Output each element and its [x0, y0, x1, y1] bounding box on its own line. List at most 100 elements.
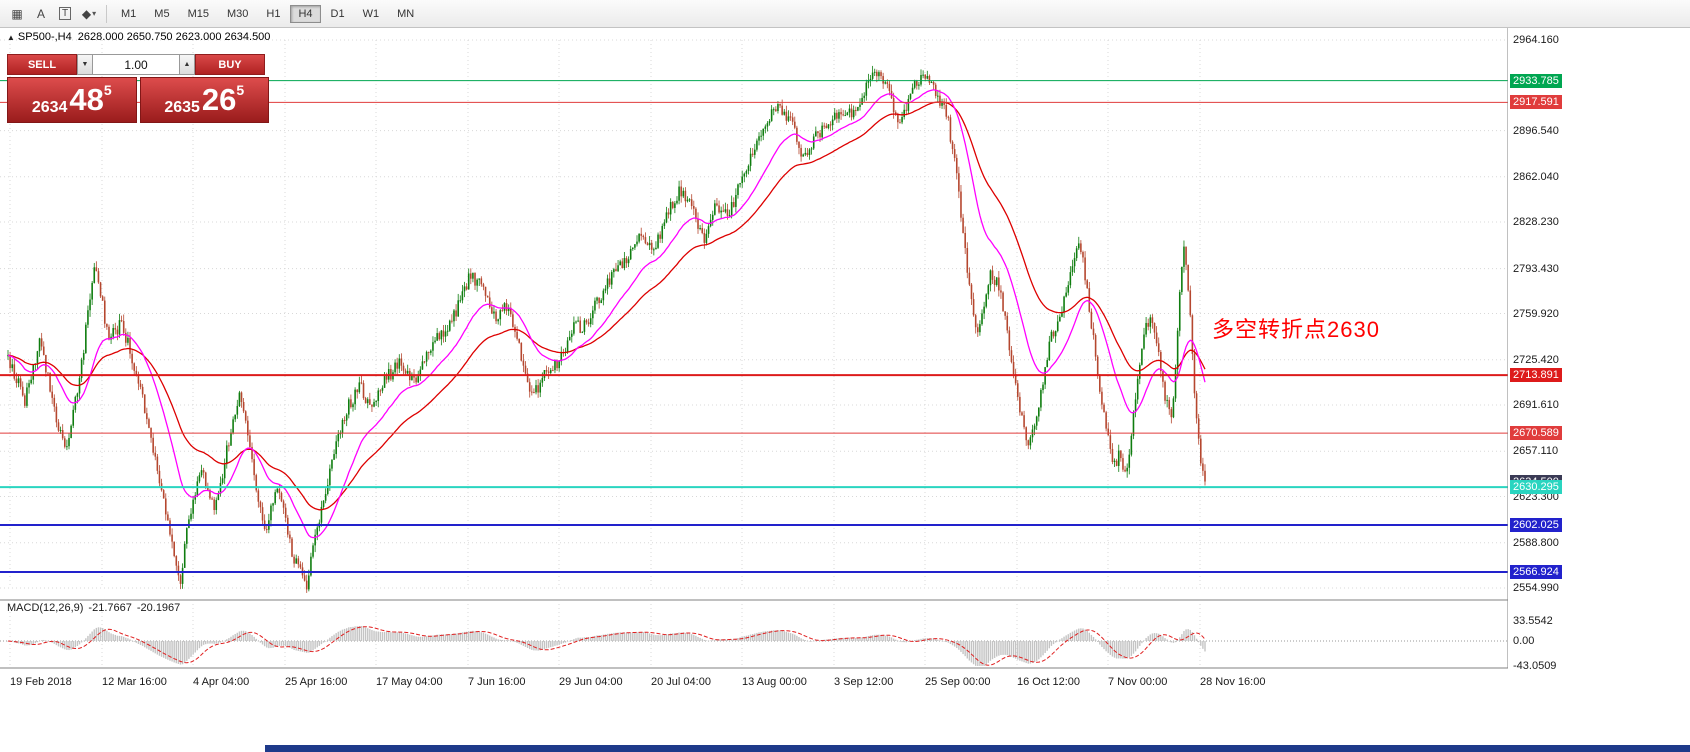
macd-signal-line [7, 626, 1206, 666]
candle-body [829, 124, 832, 126]
candle-body [240, 392, 243, 402]
macd-histogram-bar [55, 641, 58, 646]
candle-body [939, 95, 941, 106]
candle-body [417, 376, 420, 383]
candle-body [1111, 448, 1114, 462]
macd-histogram-bar [768, 630, 771, 641]
timeframe-button-m1[interactable]: M1 [113, 5, 144, 23]
candle-body [732, 202, 735, 207]
candle-body [1067, 285, 1070, 293]
buy-button[interactable]: BUY [195, 54, 265, 75]
macd-histogram-bar [38, 640, 41, 642]
candle-body [200, 470, 203, 476]
candle-body [779, 104, 781, 106]
candle-body [1170, 409, 1173, 418]
macd-histogram-bar [476, 631, 478, 641]
chart-grip-icon[interactable]: ▦ [5, 3, 29, 24]
text-tool-icon[interactable]: T [53, 3, 77, 24]
candle-body [741, 176, 743, 184]
ma-fast-line [7, 89, 1206, 539]
chart-annotation-text[interactable]: 多空转折点2630 [1212, 317, 1380, 342]
candle-body [701, 227, 704, 233]
timeframe-button-d1[interactable]: D1 [323, 5, 353, 23]
macd-histogram-bar [419, 636, 422, 641]
collapse-icon[interactable]: ▲ [7, 33, 15, 42]
timeframe-button-m15[interactable]: M15 [180, 5, 217, 23]
candle-body [470, 273, 472, 279]
price-axis[interactable]: 2964.160 2896.540 2862.040 2828.230 2793.430… [1508, 28, 1690, 692]
candle-body [9, 355, 11, 369]
macd-histogram-bar [1191, 632, 1194, 641]
timeframe-button-m30[interactable]: M30 [219, 5, 256, 23]
candle-body [173, 541, 175, 557]
candle-body [560, 352, 563, 362]
candle-body [242, 401, 245, 412]
macd-histogram-bar [207, 641, 209, 644]
macd-histogram-bar [489, 635, 491, 641]
macd-histogram-bar [733, 639, 735, 641]
macd-histogram-bar [611, 633, 613, 641]
candle-body [758, 136, 760, 141]
candle-body [512, 314, 514, 327]
candle-body [1109, 435, 1112, 449]
candle-body [129, 337, 131, 354]
chart-canvas[interactable] [0, 28, 1690, 752]
macd-histogram-bar [324, 641, 327, 642]
sell-button[interactable]: SELL [7, 54, 77, 75]
volume-increase-button[interactable]: ▲ [179, 54, 195, 75]
volume-input[interactable] [93, 54, 179, 75]
buy-price-button[interactable]: 2635 26 5 [139, 77, 269, 123]
candle-body [964, 232, 966, 249]
toolbar-icons: ▦ A T ◆ ▾ [5, 3, 101, 24]
macd-histogram-bar [596, 635, 598, 641]
timeframe-button-w1[interactable]: W1 [355, 5, 388, 23]
volume-decrease-button[interactable]: ▼ [77, 54, 93, 75]
macd-histogram-bar [1155, 633, 1158, 641]
candle-body [800, 147, 802, 157]
macd-histogram-bar [284, 641, 287, 647]
macd-histogram-bar [1183, 631, 1185, 641]
macd-histogram-bar [367, 628, 369, 641]
timeframe-button-m5[interactable]: M5 [146, 5, 177, 23]
macd-histogram-bar [1103, 641, 1105, 650]
cursor-tool-icon[interactable]: A [29, 3, 53, 24]
macd-histogram-bar [444, 634, 447, 641]
candle-body [676, 200, 678, 204]
macd-histogram-bar [657, 635, 659, 641]
macd-histogram-bar [510, 640, 512, 642]
sell-price-button[interactable]: 2634 48 5 [7, 77, 137, 123]
macd-histogram-bar [1073, 630, 1076, 641]
candle-body [1019, 396, 1021, 413]
macd-histogram-bar [232, 635, 234, 641]
candle-body [640, 233, 643, 236]
candle-body [259, 501, 262, 508]
candle-body [863, 95, 866, 98]
macd-histogram-bar [608, 633, 611, 641]
macd-histogram-bar [701, 638, 703, 641]
candle-body [1012, 361, 1015, 374]
macd-histogram-bar [436, 634, 438, 641]
timeframe-button-h1[interactable]: H1 [258, 5, 288, 23]
candle-body [379, 390, 382, 392]
macd-histogram-bar [1162, 636, 1164, 641]
candle-body [621, 261, 624, 269]
macd-histogram-bar [480, 632, 483, 641]
time-axis[interactable]: 19 Feb 2018 12 Mar 16:00 4 Apr 04:00 25 Apr… [0, 670, 1508, 692]
macd-histogram-bar [1025, 641, 1027, 664]
candle-body [251, 446, 253, 460]
draw-tools-icon[interactable]: ◆ ▾ [77, 3, 101, 24]
candle-body [1088, 288, 1091, 312]
macd-histogram-bar [1031, 641, 1034, 663]
macd-histogram-bar [880, 634, 882, 641]
macd-histogram-bar [762, 631, 764, 641]
candle-body [901, 117, 903, 123]
timeframe-button-h4[interactable]: H4 [290, 4, 321, 23]
timeframe-button-mn[interactable]: MN [389, 5, 422, 23]
macd-histogram-bar [484, 633, 487, 641]
macd-histogram-bar [770, 630, 773, 641]
macd-histogram-bar [1204, 641, 1206, 652]
macd-histogram-bar [644, 632, 647, 641]
macd-histogram-bar [158, 641, 161, 656]
macd-histogram-bar [1170, 641, 1173, 643]
candle-body [953, 149, 956, 158]
